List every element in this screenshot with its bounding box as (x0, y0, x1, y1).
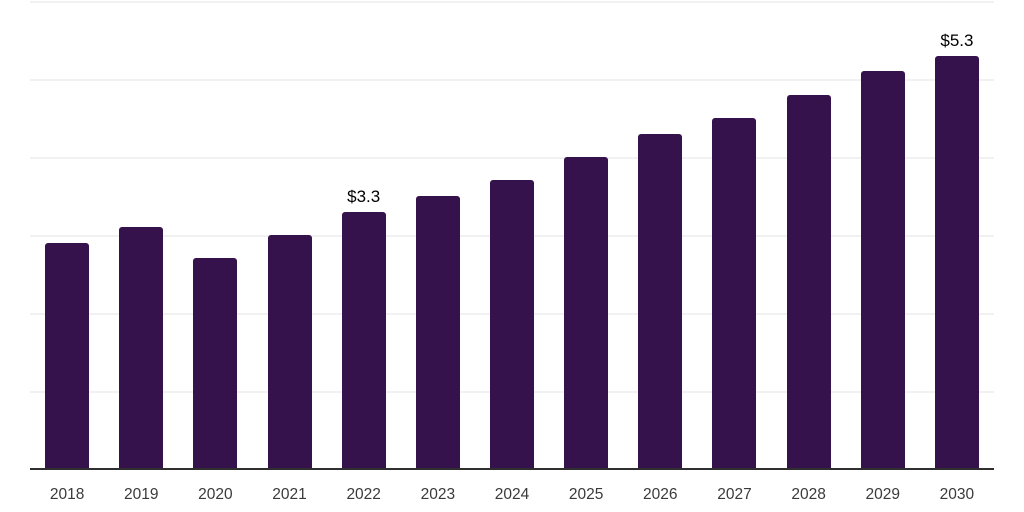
gridline-6 (30, 1, 994, 3)
x-tick-2022: 2022 (346, 486, 381, 503)
bar-2022 (341, 211, 386, 469)
x-tick-2024: 2024 (494, 486, 530, 503)
bar-2020 (193, 258, 238, 469)
value-label-2022: $3.3 (347, 186, 381, 206)
bar-2027 (712, 118, 757, 469)
bar-2021 (267, 235, 312, 469)
bar-2023 (415, 196, 460, 469)
x-tick-2023: 2023 (420, 486, 456, 503)
x-tick-2027: 2027 (717, 486, 752, 503)
bar-2025 (564, 157, 609, 469)
bar-2019 (119, 227, 164, 469)
x-tick-2018: 2018 (49, 486, 85, 503)
bar-2028 (786, 94, 831, 469)
bar-2026 (638, 133, 683, 469)
bar-2030 (934, 55, 979, 469)
x-tick-2030: 2030 (939, 486, 975, 503)
gridline-4 (30, 157, 994, 159)
x-tick-2025: 2025 (568, 486, 604, 503)
x-axis-line (30, 468, 994, 470)
x-tick-2026: 2026 (643, 486, 678, 503)
x-tick-2019: 2019 (123, 486, 159, 503)
bar-2029 (860, 71, 905, 469)
bar-2018 (45, 242, 90, 469)
gridline-5 (30, 79, 994, 81)
x-tick-2029: 2029 (865, 486, 900, 503)
x-tick-2028: 2028 (791, 486, 826, 503)
bar-2024 (490, 180, 534, 469)
x-tick-2020: 2020 (198, 486, 233, 503)
x-tick-2021: 2021 (272, 486, 307, 503)
value-label-2030: $5.3 (940, 30, 974, 50)
